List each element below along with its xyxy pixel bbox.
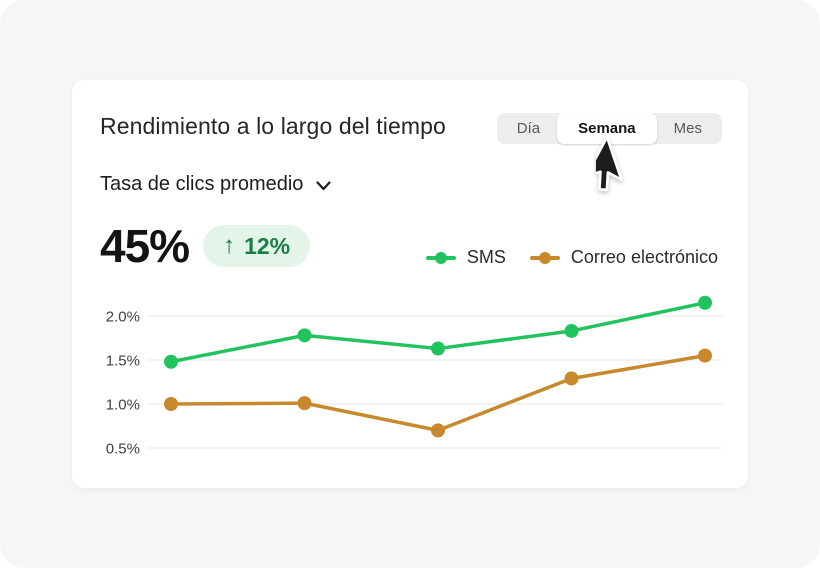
tab-mes[interactable]: Mes	[657, 116, 719, 141]
legend-label-correo: Correo electrónico	[570, 247, 718, 267]
chevron-down-icon	[316, 174, 332, 197]
svg-text:0.5%: 0.5%	[106, 441, 140, 458]
time-range-tabs: Día Semana Mes	[496, 113, 722, 144]
card-title: Rendimiento a lo largo del tiempo	[100, 113, 446, 139]
chart-area: 2.0% 1.5% 1.0% 0.5%	[100, 293, 722, 471]
metric-selector[interactable]: Tasa de clics promedio	[100, 172, 332, 197]
tab-semana[interactable]: Semana	[557, 113, 657, 144]
kpi-value: 45%	[100, 220, 190, 272]
kpi-row: 45% ↑ 12%	[100, 219, 311, 273]
tab-dia[interactable]: Día	[500, 116, 557, 141]
kpi-delta-badge: ↑ 12%	[203, 225, 311, 267]
line-chart: 2.0% 1.5% 1.0% 0.5%	[106, 295, 722, 458]
svg-text:1.5%: 1.5%	[106, 353, 140, 370]
legend-marker-correo-icon	[529, 251, 560, 265]
svg-text:1.0%: 1.0%	[106, 397, 140, 414]
legend-label-sms: SMS	[466, 247, 506, 267]
arrow-up-icon: ↑	[223, 232, 236, 259]
performance-card: Rendimiento a lo largo del tiempo Día Se…	[72, 80, 748, 488]
chart-legend: SMS Correo electrónico	[425, 247, 718, 268]
legend-marker-sms-icon	[425, 251, 456, 265]
metric-selector-label: Tasa de clics promedio	[100, 173, 304, 195]
legend-item-correo: Correo electrónico	[529, 247, 718, 268]
legend-item-sms: SMS	[425, 247, 506, 268]
svg-text:2.0%: 2.0%	[106, 309, 140, 326]
kpi-delta-value: 12%	[244, 232, 291, 259]
